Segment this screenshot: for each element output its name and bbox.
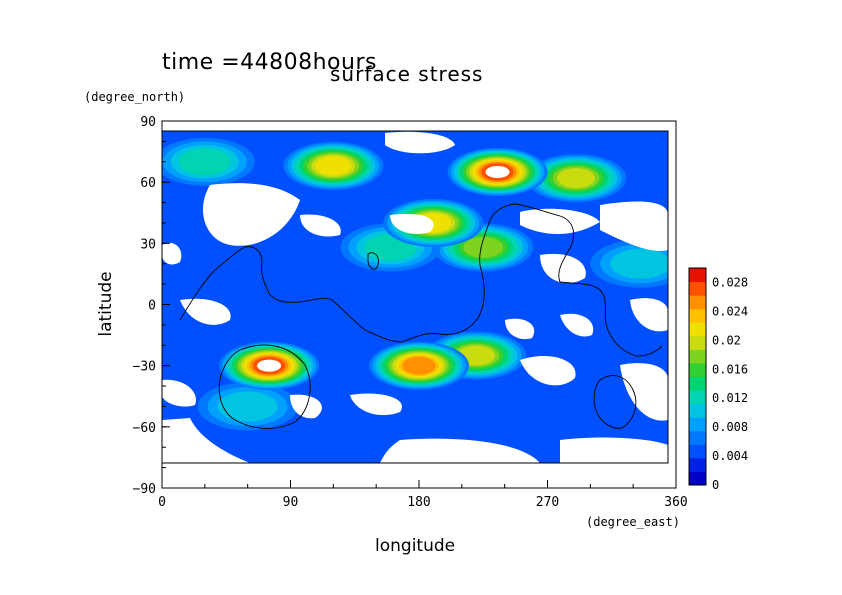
- heatmap-region: [219, 341, 320, 390]
- coastlines: [179, 203, 663, 429]
- heatmap-region: [447, 147, 548, 196]
- colorbar: 0.028 0.024 0.02 0.016 0.012 0.008 0.004 0: [688, 267, 748, 492]
- heatmap-region: [526, 154, 627, 203]
- colorbar-band: [689, 417, 706, 432]
- colorbar-label: 0.004: [712, 449, 748, 463]
- x-tick-label: 270: [536, 495, 559, 510]
- colorbar-band: [689, 349, 706, 364]
- colorbar-band: [689, 471, 706, 486]
- colorbar-band: [689, 308, 706, 323]
- heatmap-field: [162, 131, 668, 463]
- colorbar-frame: [688, 267, 707, 486]
- y-tick-label: 90: [140, 115, 156, 130]
- y-tick-label: 60: [140, 176, 156, 191]
- colorbar-band: [689, 376, 706, 391]
- colorbar-label: 0.008: [712, 420, 748, 434]
- colorbar-label: 0.028: [712, 275, 748, 289]
- time-label: time =44808hours: [162, 50, 377, 75]
- x-unit-label: (degree_east): [586, 515, 680, 529]
- x-tick-label: 360: [664, 495, 687, 510]
- y-tick-label: −30: [133, 360, 156, 375]
- colorbar-band: [689, 362, 706, 377]
- y-tick-label: 0: [148, 299, 156, 314]
- low-value-gaps: [162, 131, 668, 463]
- colorbar-band: [689, 335, 706, 350]
- colorbar-band: [689, 268, 706, 283]
- colorbar-band: [689, 457, 706, 472]
- y-unit-label: (degree_north): [84, 90, 186, 104]
- x-axis-ticks: 0 90 180 270 360: [158, 480, 688, 510]
- x-axis-label: longitude: [375, 536, 456, 556]
- y-tick-label: −60: [133, 421, 156, 436]
- colorbar-band: [689, 322, 706, 337]
- colorbar-band: [689, 403, 706, 418]
- heatmap-region: [283, 141, 384, 190]
- chart-title: surface stress: [330, 62, 484, 86]
- colorbar-label: 0.012: [712, 391, 748, 405]
- colorbar-label: 0.016: [712, 362, 748, 376]
- x-tick-label: 90: [283, 495, 299, 510]
- y-tick-label: 30: [140, 237, 156, 252]
- x-tick-label: 180: [407, 495, 430, 510]
- colorbar-band: [689, 295, 706, 310]
- colorbar-band: [689, 444, 706, 459]
- heatmap-region: [369, 341, 469, 390]
- y-axis-ticks: 90 60 30 0 −30 −60 −90: [133, 115, 170, 497]
- heatmap-region: [590, 239, 668, 288]
- colorbar-label: 0.02: [712, 333, 741, 347]
- heatmap-region: [162, 137, 255, 186]
- y-tick-label: −90: [133, 482, 156, 497]
- colorbar-label: 0.024: [712, 304, 748, 318]
- x-tick-label: 0: [158, 495, 166, 510]
- colorbar-label: 0: [712, 478, 719, 492]
- colorbar-band: [689, 281, 706, 296]
- colorbar-band: [689, 390, 706, 405]
- heatmap-region: [197, 382, 298, 431]
- heatmap-region: [383, 198, 484, 247]
- colorbar-band: [689, 430, 706, 445]
